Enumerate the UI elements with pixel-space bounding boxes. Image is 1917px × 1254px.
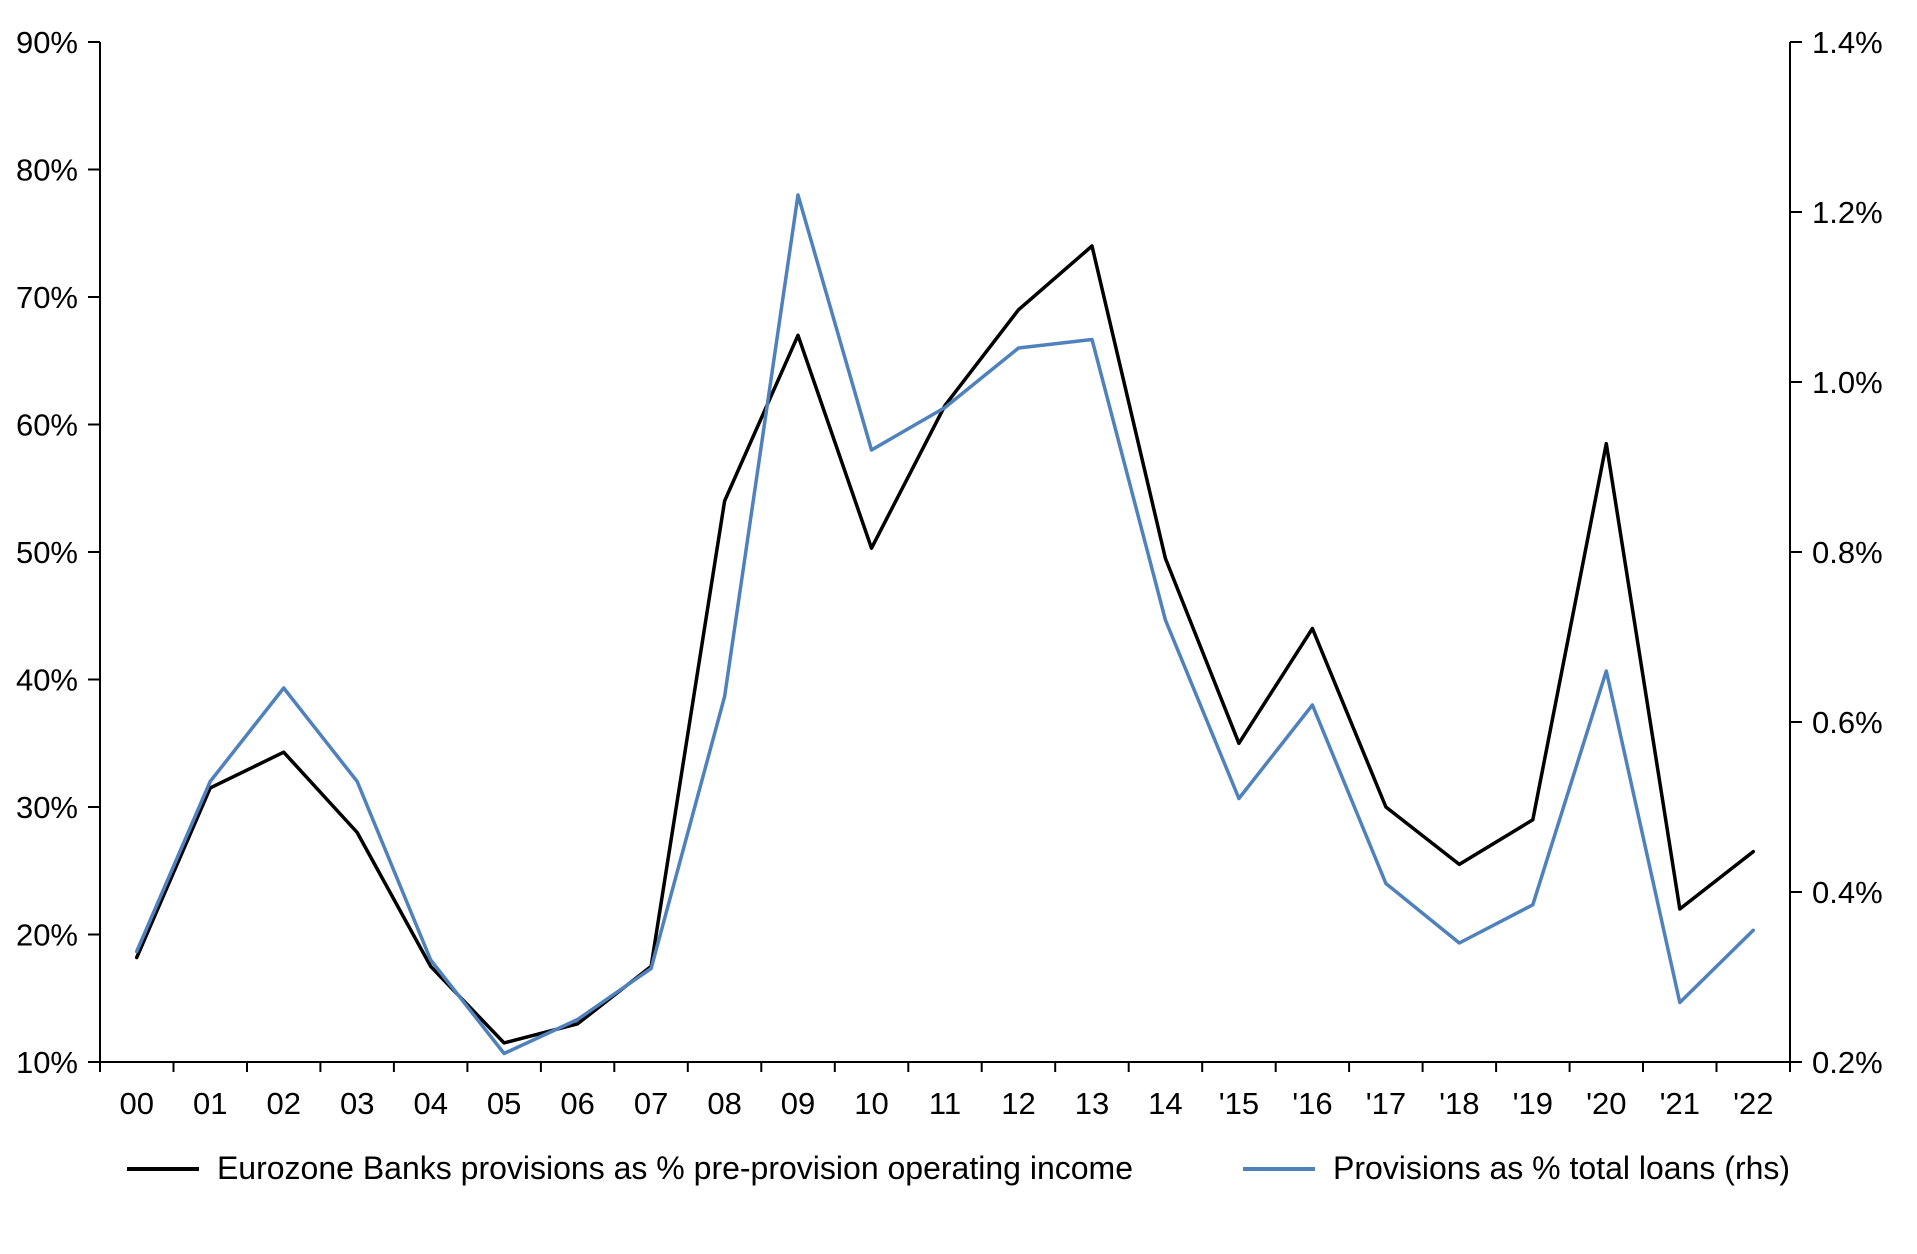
svg-text:'16: '16: [1292, 1086, 1332, 1121]
svg-text:0.8%: 0.8%: [1812, 535, 1883, 570]
svg-text:30%: 30%: [16, 790, 78, 825]
svg-text:90%: 90%: [16, 25, 78, 60]
svg-text:03: 03: [340, 1086, 374, 1121]
svg-text:11: 11: [929, 1086, 961, 1121]
svg-text:80%: 80%: [16, 152, 78, 187]
svg-text:70%: 70%: [16, 280, 78, 315]
legend-item-total-loans: Provisions as % total loans (rhs): [1242, 1150, 1791, 1187]
svg-text:14: 14: [1148, 1086, 1182, 1121]
svg-text:'19: '19: [1513, 1086, 1553, 1121]
svg-text:1.4%: 1.4%: [1812, 25, 1883, 60]
svg-text:20%: 20%: [16, 917, 78, 952]
svg-text:07: 07: [634, 1086, 668, 1121]
svg-text:60%: 60%: [16, 407, 78, 442]
svg-text:05: 05: [487, 1086, 521, 1121]
svg-text:08: 08: [707, 1086, 741, 1121]
svg-text:'18: '18: [1439, 1086, 1479, 1121]
svg-text:'22: '22: [1733, 1086, 1773, 1121]
svg-text:12: 12: [1001, 1086, 1035, 1121]
svg-text:0.2%: 0.2%: [1812, 1045, 1883, 1080]
svg-text:'21: '21: [1660, 1086, 1700, 1121]
svg-text:'17: '17: [1366, 1086, 1406, 1121]
svg-text:'20: '20: [1586, 1086, 1626, 1121]
legend-label-ppoi: Eurozone Banks provisions as % pre-provi…: [216, 1150, 1133, 1186]
svg-text:0.6%: 0.6%: [1812, 705, 1883, 740]
svg-text:10: 10: [854, 1086, 888, 1121]
svg-text:13: 13: [1075, 1086, 1109, 1121]
svg-text:06: 06: [560, 1086, 594, 1121]
legend-label-total-loans: Provisions as % total loans (rhs): [1332, 1150, 1791, 1186]
svg-text:1.0%: 1.0%: [1812, 365, 1883, 400]
svg-text:0.4%: 0.4%: [1812, 875, 1883, 910]
svg-text:01: 01: [193, 1086, 227, 1121]
svg-text:50%: 50%: [16, 535, 78, 570]
legend-line-sample-black: [126, 1166, 199, 1171]
svg-text:1.2%: 1.2%: [1812, 195, 1883, 230]
svg-text:09: 09: [781, 1086, 815, 1121]
svg-text:'15: '15: [1219, 1086, 1259, 1121]
svg-text:02: 02: [266, 1086, 300, 1121]
legend-line-sample-blue: [1242, 1166, 1315, 1171]
dual-axis-line-chart: 10% 20% 30% 40% 50% 60% 70% 80% 90% 0.2% 0.4% 0.6% 0…: [16, 25, 1883, 1121]
svg-text:04: 04: [413, 1086, 447, 1121]
legend-item-ppoi: Eurozone Banks provisions as % pre-provi…: [126, 1150, 1133, 1187]
legend: Eurozone Banks provisions as % pre-provi…: [0, 1150, 1917, 1187]
svg-text:10%: 10%: [16, 1045, 78, 1080]
svg-text:00: 00: [119, 1086, 153, 1121]
svg-text:40%: 40%: [16, 662, 78, 697]
